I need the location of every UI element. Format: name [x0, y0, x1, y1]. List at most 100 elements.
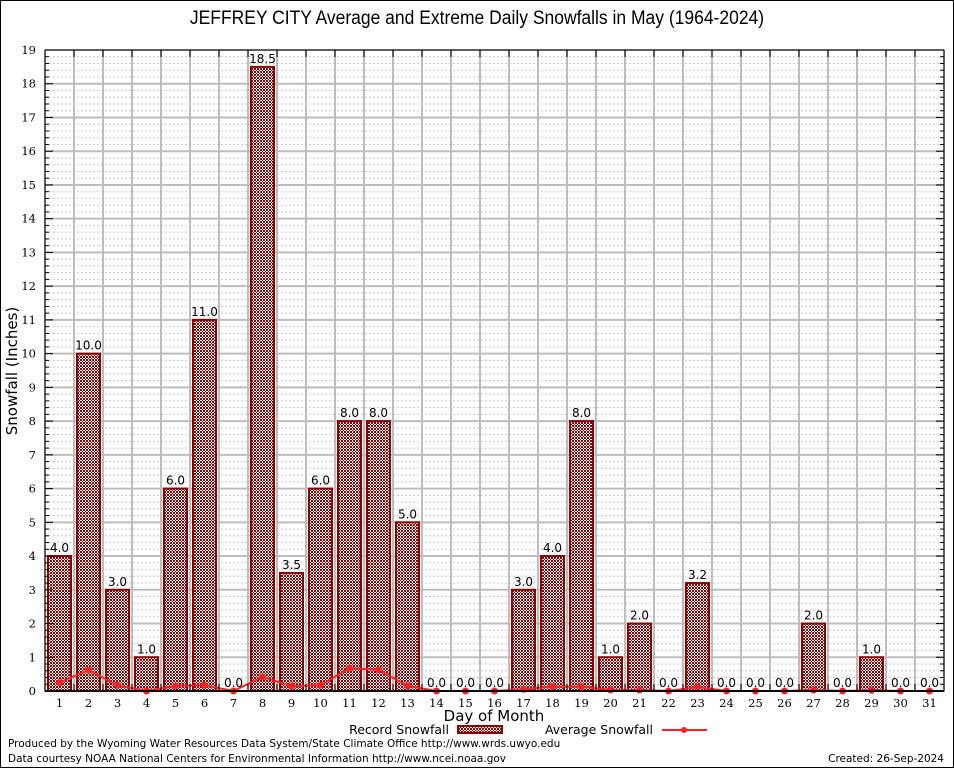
record-bar [134, 656, 159, 693]
y-axis-label: Snowfall (Inches) [3, 307, 21, 435]
y-tick-label: 7 [29, 448, 36, 462]
average-point [375, 666, 382, 674]
average-point [317, 681, 324, 689]
x-axis-label: Day of Month [444, 707, 545, 725]
x-tick-label: 4 [143, 696, 150, 710]
x-tick-label: 22 [661, 696, 676, 710]
bar-value-label: 3.0 [514, 575, 533, 589]
average-point [607, 686, 614, 694]
x-tick-label: 18 [545, 696, 560, 710]
x-tick-label: 28 [835, 696, 850, 710]
bar-value-label: 4.0 [50, 541, 69, 555]
average-point [346, 664, 353, 672]
legend-record-label: Record Snowfall [349, 722, 449, 737]
record-bar [540, 555, 565, 692]
bar-value-label: 0.0 [775, 676, 794, 690]
bar-value-label: 2.0 [630, 609, 649, 623]
y-tick-label: 0 [29, 684, 36, 698]
average-point [288, 682, 295, 690]
y-tick-label: 4 [29, 549, 36, 563]
bar-value-label: 2.0 [804, 609, 823, 623]
y-tick-label: 6 [29, 482, 36, 496]
x-tick-label: 16 [487, 696, 502, 710]
record-bar [598, 656, 623, 693]
x-tick-label: 11 [342, 696, 357, 710]
x-tick-label: 15 [458, 696, 473, 710]
x-tick-label: 17 [516, 696, 531, 710]
x-tick-label: 21 [632, 696, 647, 710]
record-bar [163, 487, 188, 692]
bar-value-label: 1.0 [862, 642, 881, 656]
record-bar [192, 318, 217, 692]
average-point [201, 681, 208, 689]
bar-value-label: 6.0 [311, 474, 330, 488]
bar-value-label: 5.0 [398, 507, 417, 521]
legend-average-marker [681, 727, 687, 733]
bar-value-label: 10.0 [75, 339, 102, 353]
bar-value-label: 0.0 [224, 676, 243, 690]
average-point [259, 673, 266, 681]
grid [44, 49, 945, 692]
bar-value-label: 0.0 [891, 676, 910, 690]
bar-value-label: 3.0 [108, 575, 127, 589]
legend: Record Snowfall Average Snowfall [349, 722, 707, 737]
y-tick-label: 13 [21, 245, 36, 259]
record-bar [337, 420, 362, 692]
y-tick-label: 8 [29, 414, 36, 428]
x-tick-label: 2 [85, 696, 92, 710]
y-tick-label: 12 [21, 279, 36, 293]
bar-value-label: 0.0 [659, 676, 678, 690]
bar-value-label: 0.0 [485, 676, 504, 690]
y-tick-label: 5 [29, 515, 36, 529]
bar-value-label: 3.2 [688, 568, 707, 582]
footer-produced-by: Produced by the Wyoming Water Resources … [8, 738, 561, 750]
record-bar [801, 622, 826, 692]
x-tick-label: 10 [313, 696, 328, 710]
x-tick-label: 12 [371, 696, 386, 710]
bar-value-label: 3.5 [282, 558, 301, 572]
y-tick-label: 17 [21, 110, 36, 124]
average-point [549, 683, 556, 691]
x-tick-label: 9 [288, 696, 295, 710]
bar-value-label: 18.5 [249, 52, 276, 66]
chart-title: JEFFREY CITY Average and Extreme Daily S… [189, 8, 765, 29]
record-bar [279, 571, 304, 693]
bar-value-label: 0.0 [456, 676, 475, 690]
bar-value-label: 1.0 [137, 642, 156, 656]
y-tick-label: 15 [21, 178, 36, 192]
y-tick-label: 19 [21, 43, 36, 57]
average-point [85, 666, 92, 674]
x-tick-label: 19 [574, 696, 589, 710]
y-tick-label: 11 [21, 313, 36, 327]
bar-value-label: 11.0 [191, 305, 218, 319]
bar-value-label: 1.0 [601, 642, 620, 656]
y-tick-label: 2 [29, 617, 36, 631]
y-tick-label: 9 [29, 380, 36, 394]
y-tick-label: 18 [21, 77, 36, 91]
record-bar [105, 588, 130, 693]
legend-average-label: Average Snowfall [545, 722, 653, 737]
bar-value-label: 4.0 [543, 541, 562, 555]
average-point [578, 683, 585, 691]
x-tick-label: 30 [893, 696, 908, 710]
x-tick-label: 20 [603, 696, 618, 710]
x-tick-label: 25 [748, 696, 763, 710]
record-bar [685, 582, 710, 693]
bar-value-label: 0.0 [746, 676, 765, 690]
x-tick-label: 8 [259, 696, 266, 710]
average-point [636, 686, 643, 694]
x-tick-label: 23 [690, 696, 705, 710]
bar-value-label: 6.0 [166, 474, 185, 488]
x-tick-label: 13 [400, 696, 415, 710]
y-tick-label: 16 [21, 144, 36, 158]
average-point [56, 679, 63, 687]
x-tick-label: 1 [56, 696, 63, 710]
record-bar [250, 65, 275, 693]
average-point [810, 686, 817, 694]
footer-data-courtesy: Data courtesy NOAA National Centers for … [8, 753, 507, 765]
x-tick-label: 5 [172, 696, 179, 710]
record-bar [366, 420, 391, 692]
bar-value-labels: 4.0 10.0 3.0 1.0 6.0 11.0 0.0 18.5 3.5 6.0 8.0 8.0 5… [50, 52, 939, 690]
